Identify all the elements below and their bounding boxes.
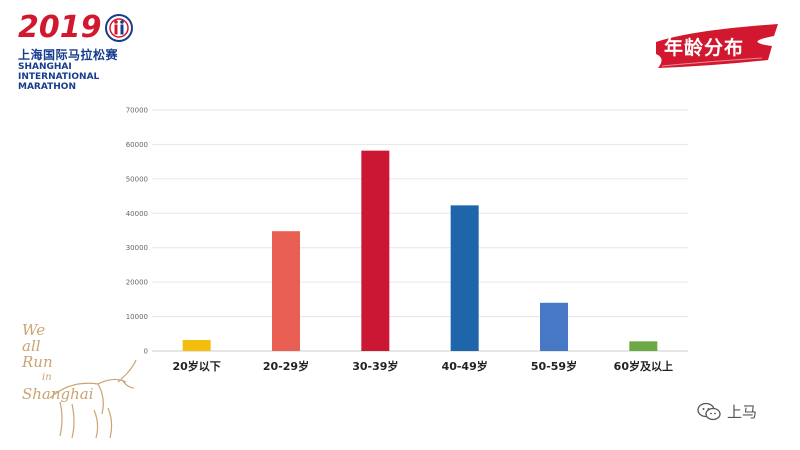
calligraphy-line: Shanghai [22,386,94,402]
wechat-icon [697,402,721,422]
calligraphy-line: Run [22,354,94,370]
y-tick-label: 60000 [126,141,148,149]
x-category-label: 40-49岁 [442,359,488,373]
x-category-label: 20-29岁 [263,359,309,373]
x-axis-labels: 20岁以下 20-29岁 30-39岁 40-49岁 50-59岁 60岁及以上 [173,359,673,373]
x-category-label: 20岁以下 [173,359,221,373]
we-all-run-decoration: We all Run in Shanghai [10,318,140,443]
x-category-label: 50-59岁 [531,359,577,373]
bar [629,341,657,351]
bar [540,303,568,351]
y-tick-label: 30000 [126,244,148,252]
calligraphy-line: all [22,338,94,354]
x-category-label: 60岁及以上 [614,359,673,373]
y-tick-label: 20000 [126,279,148,287]
watermark-text: 上马 [727,401,757,422]
calligraphy-line: We [22,322,94,338]
calligraphy-text: We all Run in Shanghai [22,322,94,402]
y-tick-label: 0 [144,348,148,356]
x-category-label: 30-39岁 [352,359,398,373]
y-tick-label: 50000 [126,175,148,183]
calligraphy-line: in [42,370,94,386]
bar [361,151,389,351]
bar [183,340,211,351]
bar [272,231,300,351]
bars [183,151,658,351]
y-tick-label: 70000 [126,107,148,115]
bar [451,205,479,351]
wechat-watermark: 上马 [697,401,757,422]
gridlines [152,110,688,351]
y-tick-label: 40000 [126,210,148,218]
